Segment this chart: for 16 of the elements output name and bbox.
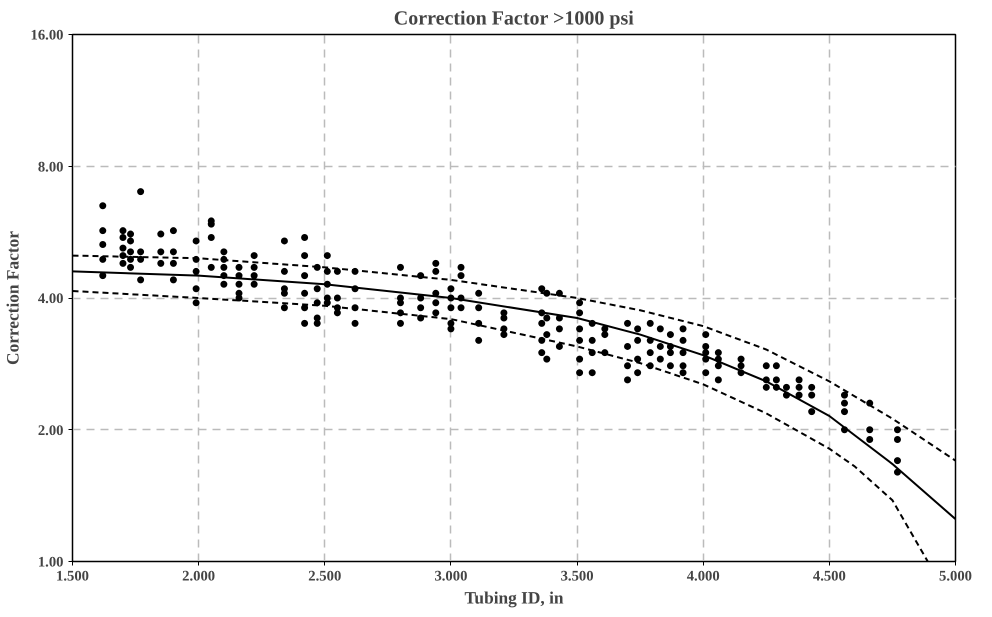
x-tick-label: 4.500 <box>812 568 846 584</box>
y-tick-label: 4.00 <box>38 291 64 307</box>
x-tick-label: 2.000 <box>182 568 216 584</box>
x-tick-label: 4.000 <box>686 568 720 584</box>
y-tick-label: 1.00 <box>38 554 64 570</box>
chart-title: Correction Factor >1000 psi <box>394 8 634 30</box>
x-tick-label: 2.500 <box>308 568 342 584</box>
x-tick-label: 3.500 <box>560 568 594 584</box>
x-tick-label: 1.500 <box>56 568 89 584</box>
y-axis-title: Correction Factor <box>4 230 23 365</box>
x-tick-label: 3.000 <box>434 568 468 584</box>
x-axis-title: Tubing ID, in <box>464 588 564 608</box>
x-tick-label: 5.000 <box>939 568 972 584</box>
y-tick-label: 2.00 <box>38 422 64 439</box>
y-tick-label: 8.00 <box>38 159 64 176</box>
y-tick-label: 16.00 <box>30 28 64 44</box>
